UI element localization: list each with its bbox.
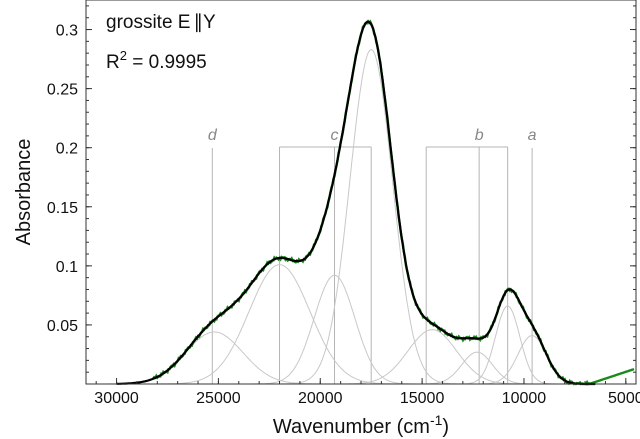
x-tick-label: 20000: [298, 390, 343, 407]
r-squared-label: R2 = 0.9995: [106, 48, 207, 73]
annotation-title: grossite E ∥Y: [106, 12, 216, 33]
component-curve-8: [106, 335, 632, 385]
y-tick-label: 0.1: [56, 259, 78, 276]
component-curve-7: [106, 305, 632, 385]
y-tick-label: 0.3: [56, 23, 78, 40]
band-label-c: c: [331, 127, 339, 144]
band-label-d: d: [208, 127, 218, 144]
component-curves: [106, 49, 632, 385]
component-curve-5: [106, 329, 632, 385]
y-tick-label: 0.15: [47, 200, 78, 217]
x-tick-label: 10000: [502, 390, 547, 407]
parallel-symbol: ∥: [193, 12, 203, 33]
x-tick-label: 5000: [608, 390, 640, 407]
fit-curve-line: [116, 20, 596, 386]
band-label-a: a: [528, 127, 537, 144]
x-tick-label: 25000: [196, 390, 241, 407]
y-tick-label: 0.25: [47, 82, 78, 99]
x-axis-ticks: 30000 25000 20000 15000 10000 5000: [94, 378, 640, 407]
x-tick-label: 30000: [94, 390, 139, 407]
component-curve-4: [106, 49, 632, 385]
y-tick-label: 0.05: [47, 318, 78, 335]
y-tick-label: 0.2: [56, 141, 78, 158]
x-tick-label: 15000: [400, 390, 445, 407]
y-axis-ticks: 0.05 0.1 0.15 0.2 0.25 0.3: [47, 5, 636, 373]
band-label-b: b: [475, 127, 484, 144]
measured-spectrum-line: [152, 19, 635, 386]
x-axis-title: Wavenumber (cm-1): [273, 412, 449, 438]
y-axis-title: Absorbance: [13, 139, 35, 246]
